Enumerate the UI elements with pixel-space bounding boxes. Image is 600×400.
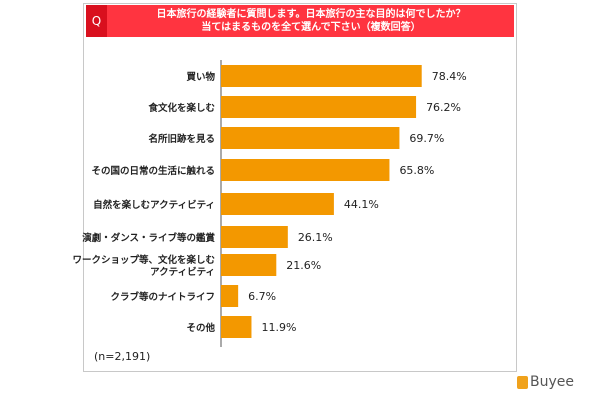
logo-text: Buyee (530, 374, 574, 390)
category-label: クラブ等のナイトライフ (110, 291, 215, 303)
q-badge: Q (86, 5, 107, 37)
bar (221, 96, 417, 118)
bar (221, 226, 288, 248)
title-line-2: 当てはまるものを全て選んで下さい（複数回答） (201, 22, 421, 33)
category-label: 名所旧跡を見る (148, 133, 215, 145)
category-label: その国の日常の生活に触れる (91, 165, 215, 177)
logo-icon (517, 375, 528, 389)
value-label: 76.2% (426, 101, 461, 114)
buyee-logo: Buyee (517, 374, 574, 390)
category-label: 食文化を楽しむ (147, 102, 215, 114)
chart-frame (83, 3, 517, 372)
bar (221, 65, 422, 87)
category-label: 自然を楽しむアクティビティ (93, 199, 215, 211)
value-label: 11.9% (261, 321, 296, 334)
bar (221, 316, 252, 338)
value-label: 21.6% (286, 259, 321, 272)
value-label: 44.1% (344, 198, 379, 211)
question-title: 日本旅行の経験者に質問します。日本旅行の主な目的は何でしたか？ 当てはまるものを… (108, 8, 514, 34)
value-label: 6.7% (248, 290, 276, 303)
category-label: ワークショップ等、文化を楽しむ (72, 254, 215, 266)
title-line-1: 日本旅行の経験者に質問します。日本旅行の主な目的は何でしたか？ (156, 9, 466, 20)
category-label: 演劇・ダンス・ライブ等の鑑賞 (82, 232, 215, 244)
bar (221, 159, 390, 181)
value-label: 65.8% (399, 164, 434, 177)
value-label: 26.1% (298, 231, 333, 244)
value-label: 78.4% (432, 70, 467, 83)
category-label: 買い物 (186, 71, 215, 83)
value-label: 69.7% (409, 132, 444, 145)
sample-size: (n=2,191) (94, 350, 151, 363)
bar (221, 285, 239, 307)
bar (221, 127, 400, 149)
category-label: その他 (186, 322, 215, 334)
bar (221, 193, 334, 215)
question-header: Q 日本旅行の経験者に質問します。日本旅行の主な目的は何でしたか？ 当てはまるも… (86, 5, 514, 37)
category-label: アクティビティ (150, 266, 215, 278)
bar (221, 254, 277, 276)
